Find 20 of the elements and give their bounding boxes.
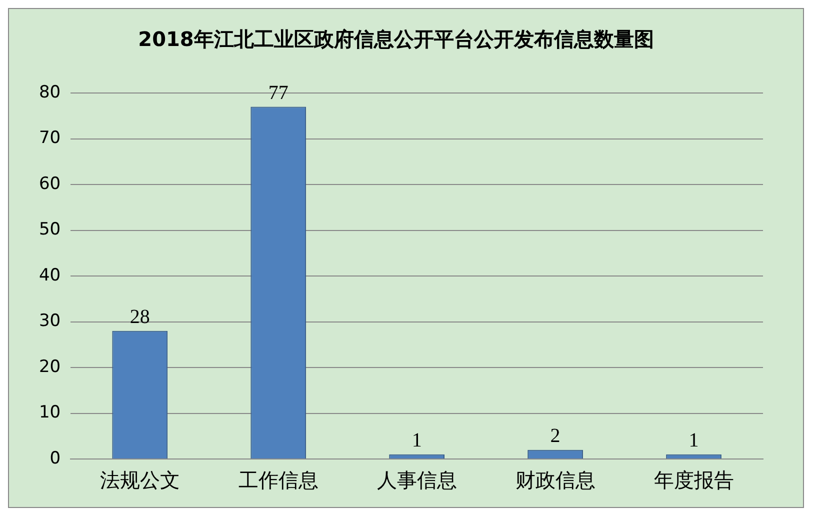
- y-tick-label: 60: [38, 174, 61, 194]
- y-tick-label: 50: [38, 220, 61, 240]
- x-tick-label: 法规公文: [100, 468, 180, 492]
- y-tick-label: 10: [38, 402, 61, 423]
- data-label: 77: [268, 82, 288, 104]
- y-tick-label: 80: [38, 82, 61, 102]
- x-tick-label: 财政信息: [515, 468, 596, 492]
- data-label: 1: [412, 430, 422, 452]
- data-label: 2: [550, 425, 560, 448]
- x-tick-label: 人事信息: [376, 468, 457, 492]
- data-label: 28: [130, 306, 150, 328]
- chart-title: 2018年江北工业区政府信息公开平台公开发布信息数量图: [138, 27, 654, 52]
- x-tick-label: 工作信息: [238, 468, 318, 492]
- y-tick-label: 20: [38, 356, 61, 377]
- x-tick-label: 年度报告: [654, 468, 734, 492]
- y-tick-label: 0: [50, 448, 61, 468]
- y-tick-label: 40: [38, 265, 61, 286]
- y-tick-label: 70: [38, 128, 61, 148]
- y-tick-label: 30: [38, 311, 61, 332]
- data-label: 1: [688, 430, 699, 452]
